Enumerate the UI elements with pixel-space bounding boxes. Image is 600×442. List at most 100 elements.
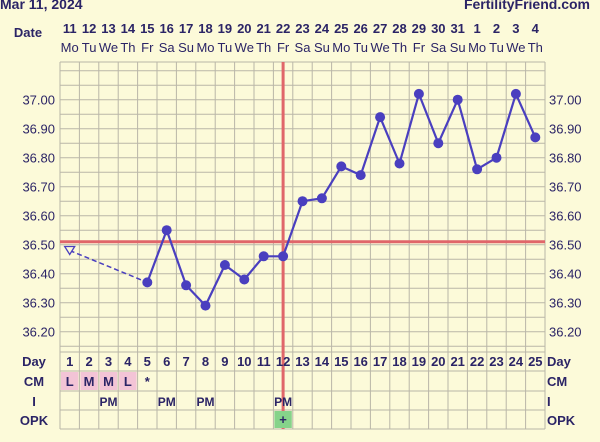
row-label-opk-left: OPK — [20, 413, 49, 428]
cycle-day-number: 12 — [276, 354, 290, 369]
weekday-label: We — [506, 40, 525, 55]
weekday-label: Fr — [277, 40, 290, 55]
date-number-label: 25 — [334, 21, 348, 36]
intercourse-cell-value: PM — [197, 395, 215, 409]
weekday-label: Mo — [332, 40, 350, 55]
temp-point — [181, 280, 192, 291]
temp-point — [258, 251, 269, 262]
temp-point — [316, 193, 327, 204]
weekday-label: Sa — [159, 40, 176, 55]
cm-cell-value: M — [84, 374, 95, 389]
cm-cell-value: L — [124, 374, 132, 389]
weekday-label: Th — [528, 40, 543, 55]
date-number-label: 1 — [473, 21, 480, 36]
y-tick-label-left: 36.20 — [22, 325, 55, 340]
weekday-label: Tu — [218, 40, 233, 55]
weekday-label: Mo — [196, 40, 214, 55]
intercourse-cell-value: PM — [274, 395, 292, 409]
cycle-day-number: 2 — [85, 354, 92, 369]
weekday-label: Th — [120, 40, 135, 55]
cycle-day-number: 6 — [163, 354, 170, 369]
y-tick-label-right: 37.00 — [549, 93, 582, 108]
intercourse-cell-value: PM — [100, 395, 118, 409]
chart-dynamic-layer: 37.00 37.00 36.90 36.90 36.80 36.80 36.70 36.70… — [20, 21, 582, 430]
date-number-label: 24 — [315, 21, 330, 36]
cycle-day-number: 16 — [353, 354, 367, 369]
row-label-i-left: I — [32, 394, 36, 409]
weekday-label: We — [99, 40, 118, 55]
chart-date-title: Mar 11, 2024 — [0, 0, 83, 12]
cm-cell-value: * — [145, 374, 151, 389]
date-number-label: 12 — [82, 21, 96, 36]
cycle-day-number: 8 — [202, 354, 209, 369]
date-number-label: 30 — [431, 21, 445, 36]
cycle-day-number: 3 — [105, 354, 112, 369]
temp-point — [394, 158, 405, 169]
date-number-label: 17 — [179, 21, 193, 36]
cycle-day-number: 13 — [295, 354, 309, 369]
row-label-opk-right: OPK — [547, 413, 576, 428]
y-tick-label-right: 36.20 — [549, 325, 582, 340]
y-tick-label-left: 36.60 — [22, 209, 55, 224]
cycle-day-number: 5 — [144, 354, 151, 369]
cycle-day-number: 14 — [315, 354, 330, 369]
cycle-day-number: 18 — [392, 354, 406, 369]
cycle-day-number: 7 — [182, 354, 189, 369]
weekday-label: Fr — [413, 40, 426, 55]
cm-cell-highlight — [99, 372, 118, 390]
date-number-label: 16 — [159, 21, 173, 36]
cycle-day-number: 21 — [450, 354, 464, 369]
date-number-label: 21 — [256, 21, 270, 36]
cycle-day-number: 24 — [509, 354, 524, 369]
date-number-label: 18 — [198, 21, 212, 36]
date-number-label: 14 — [121, 21, 136, 36]
weekday-label: Tu — [353, 40, 368, 55]
y-tick-label-right: 36.70 — [549, 180, 582, 195]
y-tick-label-left: 36.90 — [22, 122, 55, 137]
temp-point — [530, 132, 541, 143]
temp-point — [413, 88, 424, 99]
y-tick-label-right: 36.60 — [549, 209, 582, 224]
weekday-label: Th — [392, 40, 407, 55]
temp-point — [433, 138, 444, 149]
date-row-label: Date — [14, 25, 42, 40]
cycle-day-number: 9 — [221, 354, 228, 369]
cm-cell-highlight — [61, 372, 79, 390]
y-tick-label-right: 36.90 — [549, 122, 582, 137]
cycle-day-number: 19 — [412, 354, 426, 369]
y-tick-label-left: 36.30 — [22, 296, 55, 311]
cycle-day-number: 22 — [470, 354, 484, 369]
weekday-label: We — [235, 40, 254, 55]
date-number-label: 4 — [532, 21, 540, 36]
date-number-label: 2 — [493, 21, 500, 36]
weekday-label: Fr — [141, 40, 154, 55]
row-label-day-left: Day — [22, 354, 47, 369]
cm-cell-highlight — [119, 372, 137, 390]
cycle-day-number: 20 — [431, 354, 445, 369]
temp-point — [239, 274, 250, 285]
series-dashed-segment — [69, 249, 148, 284]
temp-point — [200, 300, 211, 311]
y-tick-label-right: 36.40 — [549, 267, 582, 282]
excluded-temp-marker — [63, 245, 76, 256]
y-tick-label-left: 36.70 — [22, 180, 55, 195]
cm-cell-value: L — [66, 374, 74, 389]
date-number-label: 19 — [218, 21, 232, 36]
y-tick-label-left: 36.50 — [22, 238, 55, 253]
cycle-day-number: 4 — [124, 354, 132, 369]
cycle-day-number: 15 — [334, 354, 348, 369]
date-number-label: 23 — [295, 21, 309, 36]
date-number-label: 27 — [373, 21, 387, 36]
weekday-label: Su — [314, 40, 330, 55]
date-number-label: 26 — [353, 21, 367, 36]
temp-point — [142, 277, 153, 288]
temp-point — [510, 88, 521, 99]
weekday-label: Mo — [468, 40, 486, 55]
date-number-label: 20 — [237, 21, 251, 36]
date-number-label: 13 — [101, 21, 115, 36]
temp-point — [472, 164, 483, 175]
cycle-day-number: 25 — [528, 354, 542, 369]
weekday-label: Mo — [61, 40, 79, 55]
opk-cell-highlight — [274, 411, 292, 428]
